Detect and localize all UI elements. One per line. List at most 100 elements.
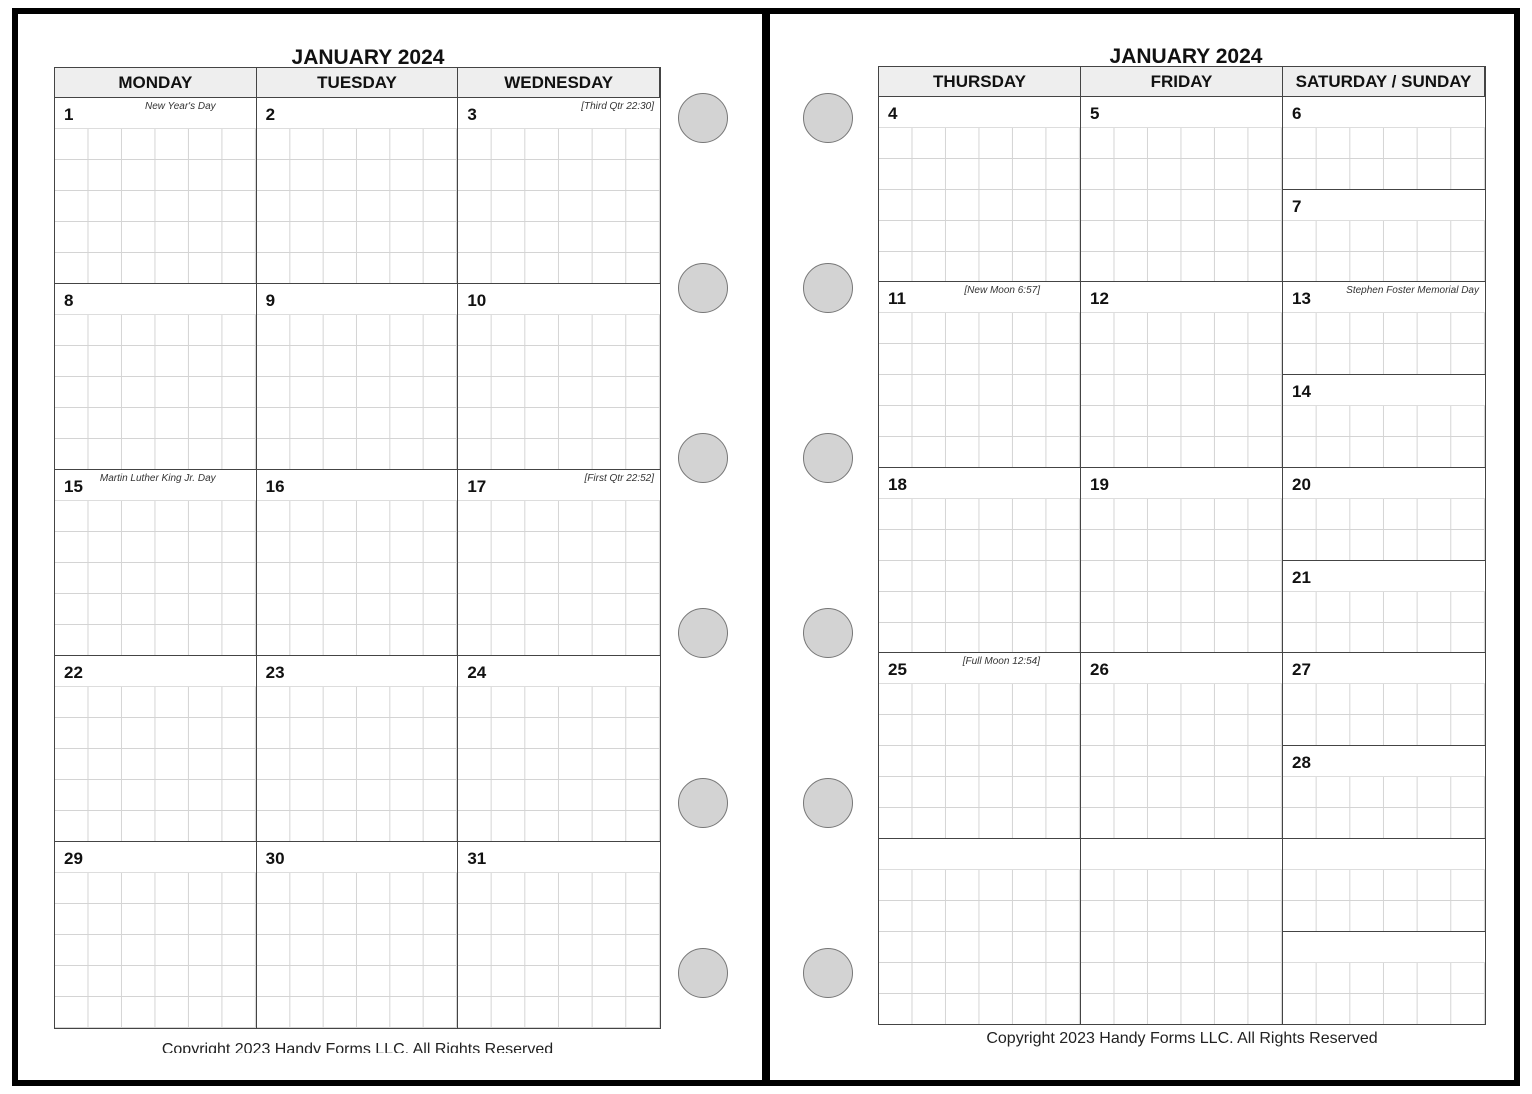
copyright-text: Copyright 2023 Handy Forms LLC. All Righ… <box>161 1041 554 1053</box>
day-cell[interactable]: 18 <box>879 467 1081 654</box>
day-cell[interactable]: 28 <box>1283 746 1485 838</box>
day-number-band: 16 <box>256 470 458 501</box>
day-cell[interactable]: 4 <box>879 97 1081 283</box>
writing-grid[interactable] <box>879 684 1080 838</box>
day-cell[interactable] <box>1283 839 1485 932</box>
day-note: New Year's Day <box>145 101 216 112</box>
writing-grid[interactable] <box>1081 128 1282 282</box>
day-cell[interactable]: 17 [First Qtr 22:52] <box>458 470 660 656</box>
day-cell[interactable]: 2 <box>256 98 459 284</box>
writing-grid[interactable] <box>879 498 1080 653</box>
day-cell[interactable]: 25 [Full Moon 12:54] <box>879 653 1081 839</box>
day-cell[interactable]: 6 <box>1283 97 1485 190</box>
calendar-grid-left: MONDAY TUESDAY WEDNESDAY 1 New Year's Day 2 3[… <box>54 67 661 1029</box>
binder-hole <box>678 948 728 998</box>
writing-grid[interactable] <box>1283 962 1485 1024</box>
day-cell[interactable]: 9 <box>256 284 459 470</box>
weekend-cell <box>1283 839 1485 1024</box>
writing-grid[interactable] <box>55 129 256 283</box>
day-number-band: 13 Stephen Foster Memorial Day <box>1283 282 1485 314</box>
day-cell[interactable]: 7 <box>1283 190 1485 282</box>
writing-grid[interactable] <box>1283 684 1485 745</box>
day-number-band: 21 <box>1283 561 1485 592</box>
writing-grid[interactable] <box>879 869 1080 1024</box>
day-cell[interactable]: 14 <box>1283 375 1485 467</box>
day-cell[interactable]: 8 <box>55 284 257 470</box>
writing-grid[interactable] <box>1283 498 1485 560</box>
day-cell[interactable]: 16 <box>256 470 459 656</box>
day-cell[interactable]: 21 <box>1283 561 1485 653</box>
day-cell[interactable]: 31 <box>458 842 660 1028</box>
writing-grid[interactable] <box>1283 776 1485 838</box>
writing-grid[interactable] <box>1283 128 1485 189</box>
day-cell[interactable]: 11 [New Moon 6:57] <box>879 282 1081 468</box>
day-cell[interactable]: 13 Stephen Foster Memorial Day <box>1283 282 1485 376</box>
writing-grid[interactable] <box>1283 406 1485 467</box>
writing-grid[interactable] <box>256 501 458 655</box>
day-number-band: 10 <box>458 284 660 315</box>
writing-grid[interactable] <box>1081 313 1282 467</box>
writing-grid[interactable] <box>458 501 660 655</box>
day-number-band: 2 <box>256 98 458 129</box>
writing-grid[interactable] <box>1081 498 1282 653</box>
day-number-band <box>879 839 1080 870</box>
day-cell[interactable]: 26 <box>1081 653 1283 839</box>
day-number-band <box>1283 839 1485 870</box>
day-cell[interactable]: 5 <box>1081 97 1283 283</box>
writing-grid[interactable] <box>55 873 256 1028</box>
writing-grid[interactable] <box>1283 220 1485 282</box>
day-cell[interactable]: 1 New Year's Day <box>55 98 257 284</box>
day-number-band: 30 <box>256 842 458 873</box>
day-cell[interactable]: 12 <box>1081 282 1283 468</box>
day-number: 27 <box>1292 660 1311 680</box>
writing-grid[interactable] <box>1283 869 1485 931</box>
day-cell[interactable]: 3 [Third Qtr 22:30] <box>458 98 660 284</box>
writing-grid[interactable] <box>458 687 660 841</box>
day-cell[interactable]: 27 <box>1283 653 1485 746</box>
day-cell[interactable]: 19 <box>1081 467 1283 654</box>
writing-grid[interactable] <box>55 687 256 841</box>
day-cell[interactable]: 15 Martin Luther King Jr. Day <box>55 470 257 656</box>
writing-grid[interactable] <box>1081 684 1282 838</box>
day-number: 19 <box>1090 474 1109 494</box>
day-number: 24 <box>467 663 487 682</box>
day-cell[interactable]: 23 <box>256 656 459 842</box>
day-number-band: 9 <box>256 284 458 315</box>
binder-hole <box>678 433 728 483</box>
day-cell[interactable] <box>1283 932 1485 1024</box>
writing-grid[interactable] <box>879 313 1080 467</box>
writing-grid[interactable] <box>879 128 1080 282</box>
day-cell[interactable]: 20 <box>1283 468 1485 561</box>
writing-grid[interactable] <box>1283 313 1485 375</box>
month-title: JANUARY 2024 <box>1109 45 1263 68</box>
writing-grid[interactable] <box>458 873 660 1028</box>
day-number: 6 <box>1292 104 1302 123</box>
writing-grid[interactable] <box>55 315 256 469</box>
writing-grid[interactable] <box>55 501 256 655</box>
day-number-band: 24 <box>458 656 660 687</box>
day-cell[interactable] <box>1081 838 1283 1024</box>
writing-grid[interactable] <box>458 129 660 283</box>
day-number-band: 22 <box>55 656 256 687</box>
day-cell[interactable] <box>879 838 1081 1024</box>
day-number: 31 <box>467 849 487 868</box>
writing-grid[interactable] <box>256 315 458 469</box>
day-note: Stephen Foster Memorial Day <box>1346 285 1479 297</box>
writing-grid[interactable] <box>458 315 660 469</box>
day-cell[interactable]: 10 <box>458 284 660 470</box>
weekend-cell: 13 Stephen Foster Memorial Day 14 <box>1283 282 1485 468</box>
right-planner-page: JANUARY 2024 THURSDAY FRIDAY SATURDAY / SU… <box>764 8 1520 1086</box>
writing-grid[interactable] <box>1081 869 1282 1024</box>
day-number: 22 <box>64 663 83 682</box>
writing-grid[interactable] <box>256 687 458 841</box>
writing-grid[interactable] <box>1283 591 1485 653</box>
day-cell[interactable]: 29 <box>55 842 257 1028</box>
writing-grid[interactable] <box>256 873 458 1028</box>
day-cell[interactable]: 24 <box>458 656 660 842</box>
binder-hole <box>678 608 728 658</box>
day-number: 30 <box>265 849 285 868</box>
day-cell[interactable]: 30 <box>256 842 459 1028</box>
writing-grid[interactable] <box>256 129 458 283</box>
day-cell[interactable]: 22 <box>55 656 257 842</box>
